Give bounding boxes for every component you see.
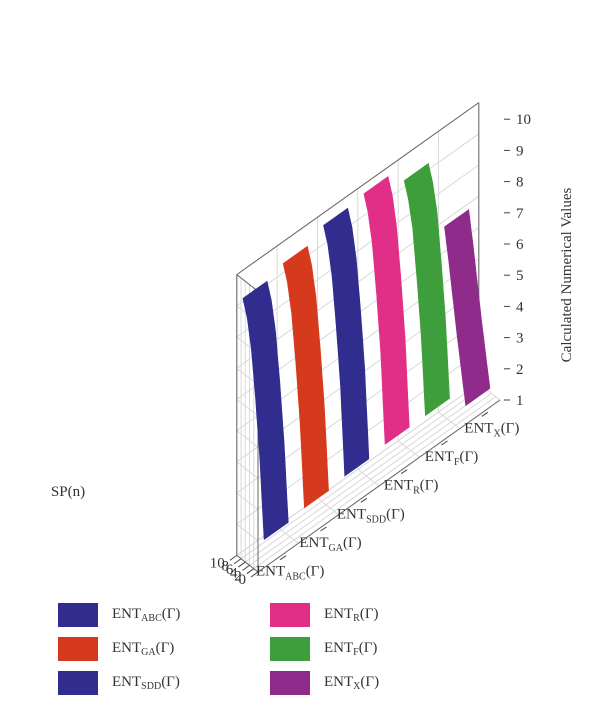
legend-label: ENTABC(Γ) xyxy=(112,606,181,624)
legend-label: ENTX(Γ) xyxy=(324,674,380,692)
ribbon-r xyxy=(363,175,410,445)
ribbon-sdd xyxy=(323,207,370,477)
legend-swatch xyxy=(270,671,310,695)
z-tick-label: 5 xyxy=(516,268,524,284)
z-tick-label: 3 xyxy=(516,331,524,347)
legend-label: ENTGA(Γ) xyxy=(112,640,175,658)
legend-label: ENTF(Γ) xyxy=(324,640,378,658)
sp-tick-label: 10 xyxy=(210,555,225,571)
category-tick-label: ENTF(Γ) xyxy=(425,449,478,468)
legend-swatch xyxy=(58,637,98,661)
sp-tick-label: 0 xyxy=(239,572,247,588)
chart-legend: ENTABC(Γ) ENTGA(Γ) ENTSDD(Γ) ENTR(Γ) ENTF(Γ)… xyxy=(0,590,600,712)
sp-tick-label: 4 xyxy=(230,565,238,581)
sp-tick-label: 8 xyxy=(222,559,230,575)
legend-swatch xyxy=(58,671,98,695)
legend-item-ga: ENTGA(Γ) xyxy=(58,636,174,662)
ribbon-abc xyxy=(242,280,289,541)
z-axis: 1 2 3 4 5 6 7 8 9 10 Calculated Numerical Values xyxy=(504,112,575,409)
category-tick-label: ENTX(Γ) xyxy=(464,420,519,439)
legend-item-f: ENTF(Γ) xyxy=(270,636,377,662)
legend-label: ENTR(Γ) xyxy=(324,606,379,624)
z-tick-label: 2 xyxy=(516,362,524,378)
sp-axis-title: SP(n) xyxy=(51,484,85,500)
ribbon-f xyxy=(403,162,450,417)
z-tick-label: 6 xyxy=(516,237,524,253)
z-tick-label: 1 xyxy=(516,393,524,409)
category-axis: ENTABC(Γ) ENTGA(Γ) ENTSDD(Γ) ENTR(Γ) ENTF(Γ)… xyxy=(256,411,519,583)
z-tick-label: 9 xyxy=(516,143,524,159)
legend-label: ENTSDD(Γ) xyxy=(112,674,180,692)
series-ribbons xyxy=(242,162,491,541)
z-tick-label: 4 xyxy=(516,299,524,315)
legend-swatch xyxy=(270,603,310,627)
ribbon-ga xyxy=(282,245,329,509)
category-tick-label: ENTABC(Γ) xyxy=(256,564,324,583)
ribbon-x xyxy=(444,209,491,407)
legend-swatch xyxy=(58,603,98,627)
category-tick-label: ENTGA(Γ) xyxy=(299,535,361,554)
legend-item-x: ENTX(Γ) xyxy=(270,670,379,696)
z-tick-label: 8 xyxy=(516,175,524,191)
legend-swatch xyxy=(270,637,310,661)
category-tick-label: ENTSDD(Γ) xyxy=(337,506,405,525)
legend-item-r: ENTR(Γ) xyxy=(270,602,379,628)
legend-item-abc: ENTABC(Γ) xyxy=(58,602,180,628)
z-tick-label: 10 xyxy=(516,112,531,128)
z-tick-label: 7 xyxy=(516,206,524,222)
legend-item-sdd: ENTSDD(Γ) xyxy=(58,670,180,696)
category-tick-label: ENTR(Γ) xyxy=(384,478,439,497)
z-axis-title: Calculated Numerical Values xyxy=(559,188,575,363)
sp-tick-label: 2 xyxy=(234,569,242,585)
sp-tick-label: 6 xyxy=(226,562,234,578)
